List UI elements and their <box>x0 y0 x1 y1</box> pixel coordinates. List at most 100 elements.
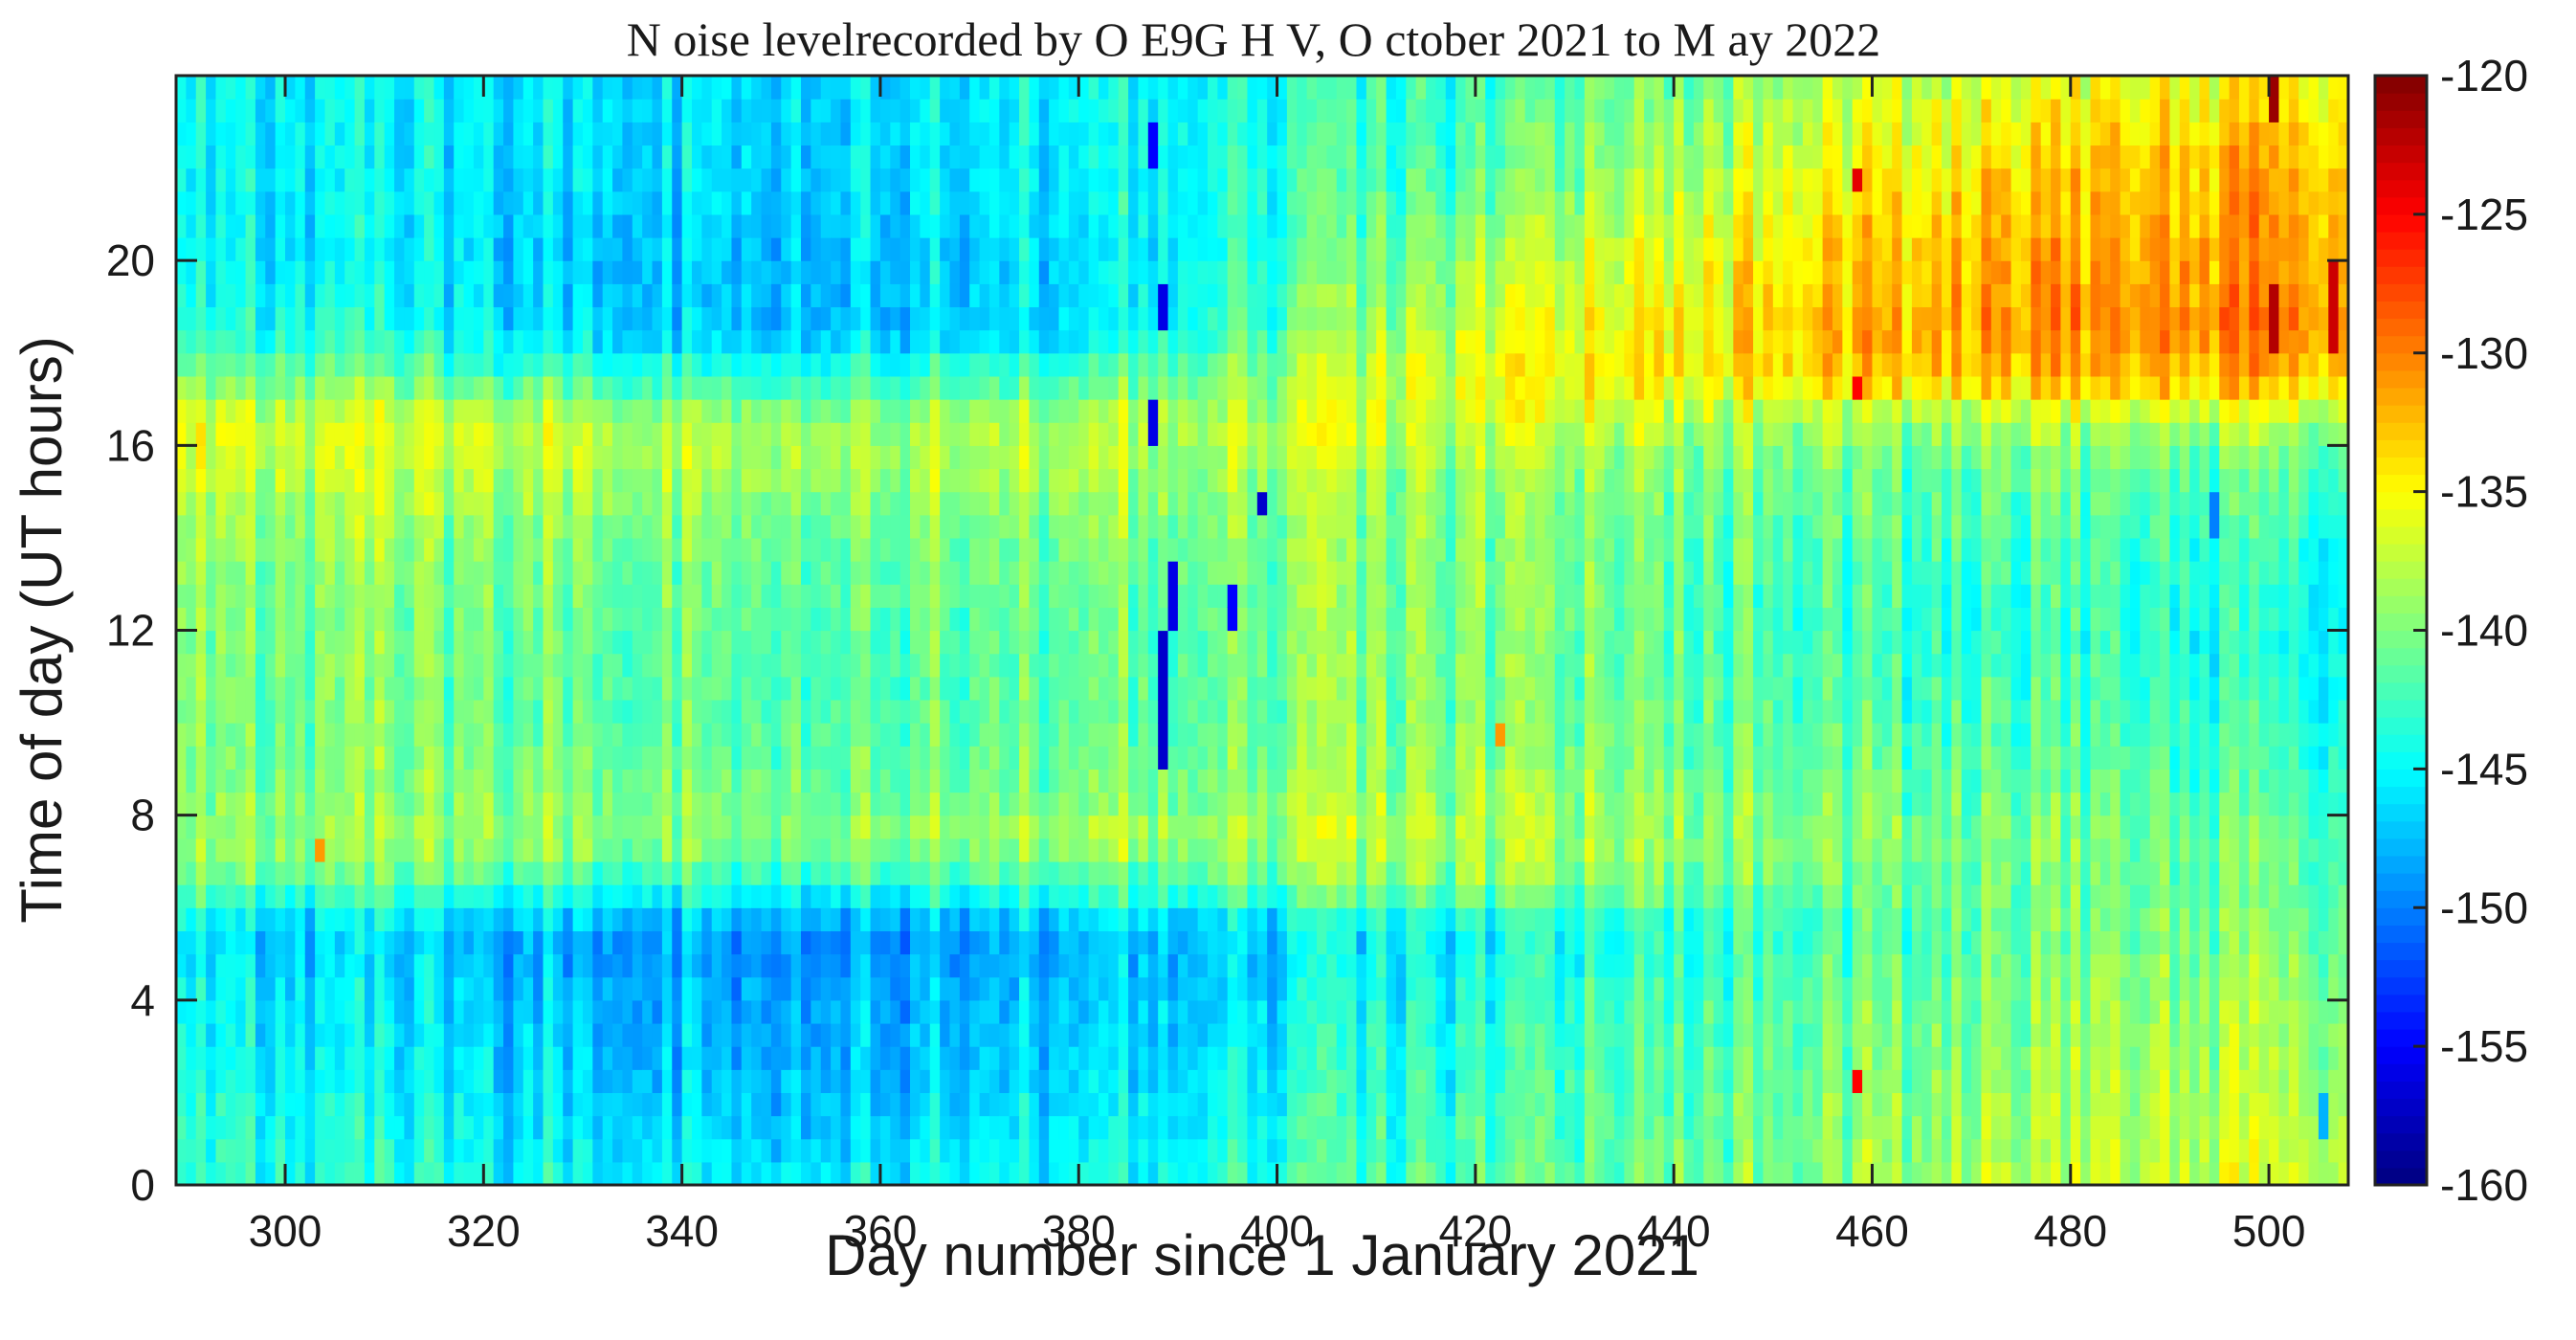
heatmap-cell <box>722 375 733 400</box>
heatmap-cell <box>661 907 673 931</box>
heatmap-cell <box>582 1115 593 1140</box>
heatmap-cell <box>592 213 604 238</box>
heatmap-cell <box>255 561 266 585</box>
heatmap-cell <box>622 399 633 423</box>
heatmap-cell <box>503 838 515 862</box>
heatmap-cell <box>275 283 286 308</box>
heatmap-cell <box>374 213 386 238</box>
heatmap-cell <box>364 491 375 516</box>
heatmap-cell <box>672 746 683 770</box>
heatmap-cell <box>433 99 445 123</box>
heatmap-cell <box>235 584 247 608</box>
heatmap-cell <box>354 306 366 331</box>
heatmap-cell <box>552 976 564 1001</box>
heatmap-cell <box>572 884 584 908</box>
heatmap-cell <box>265 838 277 862</box>
heatmap-cell <box>811 399 822 423</box>
heatmap-cell <box>622 999 633 1024</box>
heatmap-cell <box>1038 237 1050 261</box>
heatmap-cell <box>741 375 752 400</box>
heatmap-cell <box>790 723 802 747</box>
heatmap-cell <box>404 676 415 701</box>
heatmap-cell <box>850 283 861 308</box>
heatmap-cell <box>235 607 247 632</box>
heatmap-cell <box>969 190 981 215</box>
heatmap-cell <box>522 375 534 400</box>
heatmap-cell <box>1197 653 1209 678</box>
heatmap-cell <box>522 76 534 100</box>
heatmap-cell <box>969 1069 981 1094</box>
heatmap-cell <box>394 99 406 123</box>
heatmap-cell <box>354 860 366 885</box>
heatmap-cell <box>741 1161 752 1186</box>
heatmap-cell <box>890 860 901 885</box>
heatmap-cell <box>850 953 861 978</box>
heatmap-cell <box>195 213 207 238</box>
heatmap-cell <box>354 676 366 701</box>
heatmap-cell <box>384 122 395 146</box>
heatmap-cell <box>1058 445 1070 470</box>
heatmap-cell <box>413 884 425 908</box>
heatmap-cell <box>672 815 683 839</box>
heatmap-cell <box>285 375 296 400</box>
heatmap-cell <box>413 607 425 632</box>
heatmap-cell <box>820 537 832 562</box>
heatmap-cell <box>999 630 1010 655</box>
heatmap-cell <box>870 375 881 400</box>
heatmap-cell <box>394 907 406 931</box>
heatmap-cell <box>215 213 227 238</box>
heatmap-cell <box>1029 630 1040 655</box>
heatmap-cell <box>245 884 256 908</box>
heatmap-cell <box>225 168 236 192</box>
heatmap-cell <box>384 1138 395 1163</box>
heatmap-cell <box>820 746 832 770</box>
heatmap-cell <box>265 930 277 955</box>
heatmap-cell <box>543 213 554 238</box>
heatmap-cell <box>899 953 911 978</box>
heatmap-cell <box>255 884 266 908</box>
heatmap-cell <box>929 815 941 839</box>
heatmap-cell <box>1108 445 1120 470</box>
heatmap-cell <box>1158 815 1169 839</box>
heatmap-cell <box>592 168 604 192</box>
heatmap-cell <box>315 375 326 400</box>
heatmap-cell <box>761 445 772 470</box>
heatmap-cell <box>711 1022 722 1047</box>
heatmap-cell <box>443 838 455 862</box>
heatmap-cell <box>235 76 247 100</box>
heatmap-cell <box>1049 930 1060 955</box>
heatmap-cell <box>295 607 306 632</box>
heatmap-cell <box>1188 1046 1199 1070</box>
heatmap-cell <box>929 584 941 608</box>
heatmap-cell <box>493 168 504 192</box>
heatmap-cell <box>1038 699 1050 724</box>
heatmap-cell <box>741 746 752 770</box>
heatmap-cell <box>701 860 713 885</box>
heatmap-cell <box>920 1138 931 1163</box>
heatmap-cell <box>1068 815 1079 839</box>
heatmap-cell <box>1058 930 1070 955</box>
heatmap-cell <box>543 1115 554 1140</box>
heatmap-cell <box>582 860 593 885</box>
heatmap-cell <box>522 190 534 215</box>
heatmap-cell <box>988 907 1000 931</box>
heatmap-cell <box>1029 860 1040 885</box>
heatmap-cell <box>761 1138 772 1163</box>
heatmap-cell <box>1009 399 1020 423</box>
heatmap-cell <box>1009 930 1020 955</box>
heatmap-cell <box>354 468 366 493</box>
heatmap-cell <box>979 190 990 215</box>
heatmap-cell <box>959 422 970 446</box>
heatmap-cell <box>513 99 524 123</box>
heatmap-cell <box>215 907 227 931</box>
heatmap-cell <box>910 815 921 839</box>
heatmap-cell <box>612 145 624 169</box>
heatmap-cell <box>1158 283 1169 308</box>
heatmap-cell <box>176 860 187 885</box>
heatmap-cell <box>781 306 792 331</box>
heatmap-cell <box>1177 537 1188 562</box>
heatmap-cell <box>235 213 247 238</box>
heatmap-cell <box>1049 1046 1060 1070</box>
heatmap-cell <box>840 723 852 747</box>
heatmap-cell <box>275 1092 286 1117</box>
